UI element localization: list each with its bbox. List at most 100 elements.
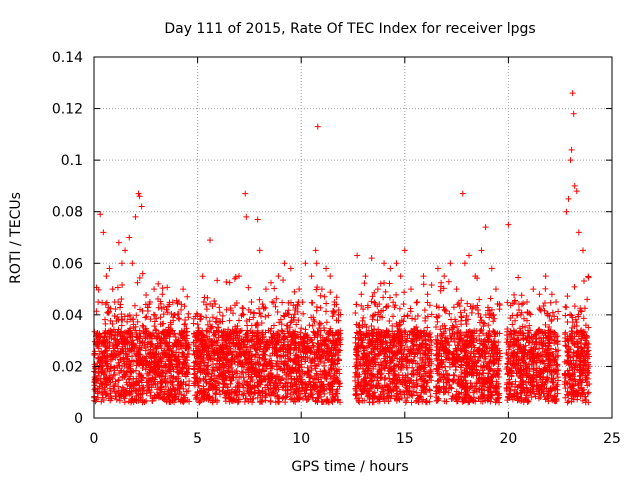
data-point xyxy=(271,285,278,292)
data-point xyxy=(96,359,103,366)
data-point xyxy=(386,280,393,287)
data-point xyxy=(422,314,429,321)
data-point xyxy=(504,299,511,306)
data-point xyxy=(463,320,470,327)
data-point xyxy=(371,299,378,306)
data-point xyxy=(153,327,160,334)
data-points xyxy=(91,90,593,406)
data-point xyxy=(267,279,274,286)
data-point xyxy=(153,345,160,352)
data-point xyxy=(160,320,167,327)
data-point xyxy=(143,292,150,299)
data-point xyxy=(206,318,213,325)
data-point xyxy=(184,369,191,376)
data-point xyxy=(172,396,179,403)
data-point xyxy=(155,304,162,311)
data-point xyxy=(140,384,147,391)
data-point xyxy=(228,364,235,371)
data-point xyxy=(131,387,138,394)
data-point xyxy=(117,332,124,339)
data-point xyxy=(152,374,159,381)
data-point xyxy=(407,305,414,312)
data-point xyxy=(164,284,171,291)
data-point xyxy=(95,345,102,352)
data-point xyxy=(496,306,503,313)
data-point xyxy=(381,279,388,286)
data-point xyxy=(151,358,158,365)
data-point xyxy=(114,284,121,291)
data-point xyxy=(144,382,151,389)
data-point xyxy=(305,396,312,403)
data-point xyxy=(165,327,172,334)
data-point xyxy=(427,393,434,400)
data-point xyxy=(287,319,294,326)
data-point xyxy=(309,299,316,306)
data-point xyxy=(321,293,328,300)
data-point xyxy=(335,317,342,324)
data-point xyxy=(267,352,274,359)
data-point xyxy=(176,359,183,366)
data-point xyxy=(169,299,176,306)
data-point xyxy=(115,377,122,384)
data-point xyxy=(93,284,100,291)
data-point xyxy=(158,373,165,380)
data-point xyxy=(302,326,309,333)
data-point xyxy=(179,364,186,371)
data-point xyxy=(162,379,169,386)
data-point xyxy=(413,299,420,306)
data-point xyxy=(235,398,242,405)
data-point xyxy=(386,375,393,382)
data-point xyxy=(91,338,98,345)
data-point xyxy=(97,333,104,340)
data-point xyxy=(193,310,200,317)
data-point xyxy=(197,398,204,405)
data-point xyxy=(518,292,525,299)
data-point xyxy=(547,299,554,306)
data-point xyxy=(98,398,105,405)
data-point xyxy=(241,398,248,405)
data-point xyxy=(123,390,130,397)
data-point xyxy=(226,317,233,324)
data-point xyxy=(100,337,107,344)
data-point xyxy=(173,349,180,356)
data-point xyxy=(105,395,112,402)
data-point xyxy=(317,304,324,311)
data-point xyxy=(541,300,548,307)
data-point xyxy=(95,394,102,401)
data-point xyxy=(132,323,139,330)
data-point xyxy=(117,304,124,311)
data-point xyxy=(173,375,180,382)
data-point xyxy=(94,376,101,383)
data-point xyxy=(159,285,166,292)
data-point xyxy=(327,338,334,345)
data-point xyxy=(272,303,279,310)
data-point xyxy=(133,362,140,369)
data-point xyxy=(487,295,494,302)
data-point xyxy=(94,360,101,367)
data-point xyxy=(428,282,435,289)
data-point xyxy=(94,341,101,348)
data-point xyxy=(353,301,360,308)
data-point xyxy=(212,391,219,398)
data-point xyxy=(93,332,100,339)
data-point xyxy=(298,325,305,332)
data-point xyxy=(412,316,419,323)
data-point xyxy=(115,329,122,336)
data-point xyxy=(147,389,154,396)
data-point xyxy=(176,316,183,323)
data-point xyxy=(108,335,115,342)
data-point xyxy=(147,331,154,338)
data-point xyxy=(96,372,103,379)
data-point xyxy=(167,345,174,352)
data-point xyxy=(175,353,182,360)
data-point xyxy=(408,399,415,406)
data-point xyxy=(111,313,118,320)
data-point xyxy=(112,378,119,385)
data-point xyxy=(142,347,149,354)
data-point xyxy=(287,350,294,357)
data-point xyxy=(256,355,263,362)
data-point xyxy=(133,393,140,400)
data-point xyxy=(317,292,324,299)
data-point xyxy=(106,345,113,352)
data-point xyxy=(308,314,315,321)
